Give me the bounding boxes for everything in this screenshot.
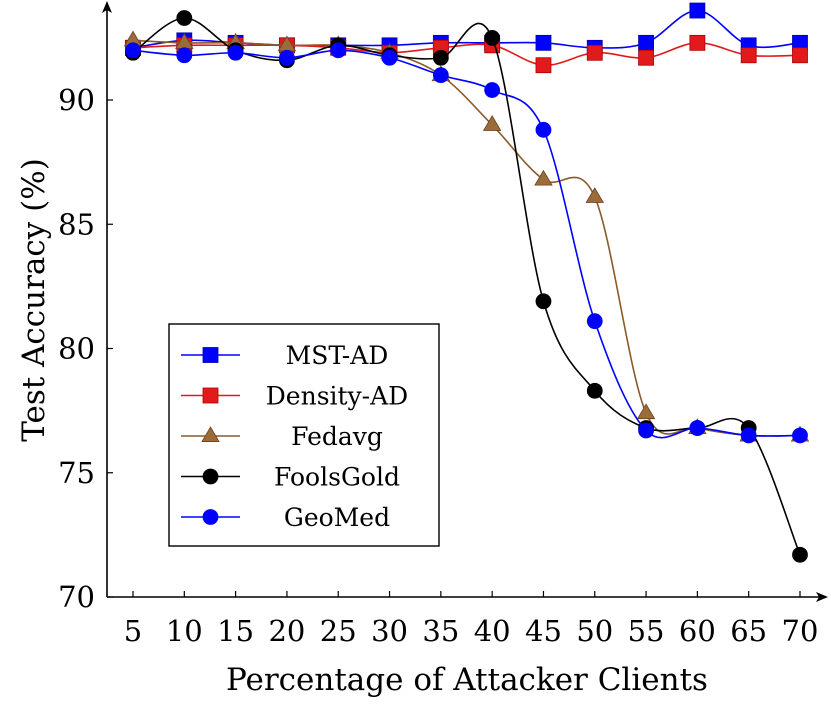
x-tick-label: 5 <box>124 614 142 648</box>
data-point-geomed <box>279 49 295 66</box>
data-point-fedavg <box>534 169 553 186</box>
data-point-geomed <box>586 313 603 330</box>
legend-label: FoolsGold <box>274 463 400 492</box>
data-point-mst-ad <box>689 2 706 19</box>
data-point-foolsgold <box>432 49 449 66</box>
y-tick-label: 85 <box>58 207 95 241</box>
y-tick-label: 80 <box>58 332 95 366</box>
legend-item-mst-ad: MST-AD <box>181 341 388 370</box>
data-point-foolsgold <box>176 10 193 26</box>
legend-label: GeoMed <box>284 503 390 532</box>
y-tick-label: 75 <box>58 456 95 490</box>
data-point-fedavg <box>636 403 656 420</box>
legend-label: Density-AD <box>266 382 408 411</box>
data-point-geomed <box>432 67 449 84</box>
x-tick-label: 25 <box>320 614 357 648</box>
legend-item-foolsgold: FoolsGold <box>181 463 400 492</box>
data-point-density-ad <box>638 49 654 66</box>
legend-marker-fedavg <box>201 426 220 442</box>
data-point-geomed <box>535 121 552 138</box>
data-point-geomed <box>484 82 501 98</box>
x-tick-label: 50 <box>576 614 613 648</box>
x-tick-label: 15 <box>217 614 254 648</box>
data-point-geomed <box>330 42 347 59</box>
legend: MST-AD Density-AD Fedavg FoolsGold GeoMed <box>168 323 440 547</box>
data-point-density-ad <box>740 47 757 64</box>
data-point-mst-ad <box>535 34 552 51</box>
x-tick-label: 10 <box>166 614 203 648</box>
legend-marker-foolsgold <box>202 468 219 485</box>
y-ticks: 70 75 80 85 90 <box>58 83 113 614</box>
x-tick-label: 35 <box>422 614 459 648</box>
y-tick-label: 70 <box>58 580 95 614</box>
x-tick-label: 20 <box>268 614 305 648</box>
x-tick-label: 60 <box>679 614 716 648</box>
x-tick-label: 65 <box>730 614 767 648</box>
data-point-geomed <box>689 420 706 436</box>
data-point-mst-ad <box>638 34 654 51</box>
data-point-geomed <box>125 42 141 59</box>
data-point-foolsgold <box>792 546 808 563</box>
legend-label: MST-AD <box>286 341 389 370</box>
legend-marker-density-ad <box>202 387 219 404</box>
legend-item-geomed: GeoMed <box>181 503 390 532</box>
x-tick-label: 45 <box>525 614 562 648</box>
data-point-density-ad <box>586 44 603 61</box>
data-point-density-ad <box>689 34 706 51</box>
data-point-fedavg <box>585 187 605 203</box>
x-tick-label: 70 <box>782 614 819 648</box>
y-tick-label: 90 <box>58 83 95 117</box>
legend-marker-geomed <box>202 509 219 525</box>
legend-marker-mst-ad <box>202 347 219 363</box>
data-point-density-ad <box>535 57 552 74</box>
data-point-foolsgold <box>535 293 552 310</box>
series-geomed <box>125 42 808 444</box>
data-point-geomed <box>792 427 808 444</box>
x-axis-label: Percentage of Attacker Clients <box>226 662 708 698</box>
data-point-foolsgold <box>484 29 501 46</box>
legend-label: Fedavg <box>291 422 383 451</box>
data-point-geomed <box>381 49 398 66</box>
series-density-ad <box>125 34 808 74</box>
data-point-geomed <box>176 47 193 64</box>
series-layer <box>123 2 810 563</box>
x-tick-label: 40 <box>474 614 511 648</box>
data-point-foolsgold <box>586 382 603 399</box>
x-ticks: 5 10 15 20 25 30 35 40 45 50 55 60 65 70 <box>124 591 819 648</box>
legend-item-density-ad: Density-AD <box>181 382 408 411</box>
data-point-geomed <box>638 422 654 439</box>
data-point-geomed <box>740 427 757 444</box>
y-axis-label: Test Accuracy (%) <box>16 158 52 442</box>
x-tick-label: 30 <box>371 614 408 648</box>
data-point-geomed <box>227 44 244 61</box>
data-point-fedavg <box>482 115 502 131</box>
data-point-density-ad <box>792 47 808 64</box>
x-tick-label: 55 <box>628 614 665 648</box>
legend-item-fedavg: Fedavg <box>181 422 383 451</box>
